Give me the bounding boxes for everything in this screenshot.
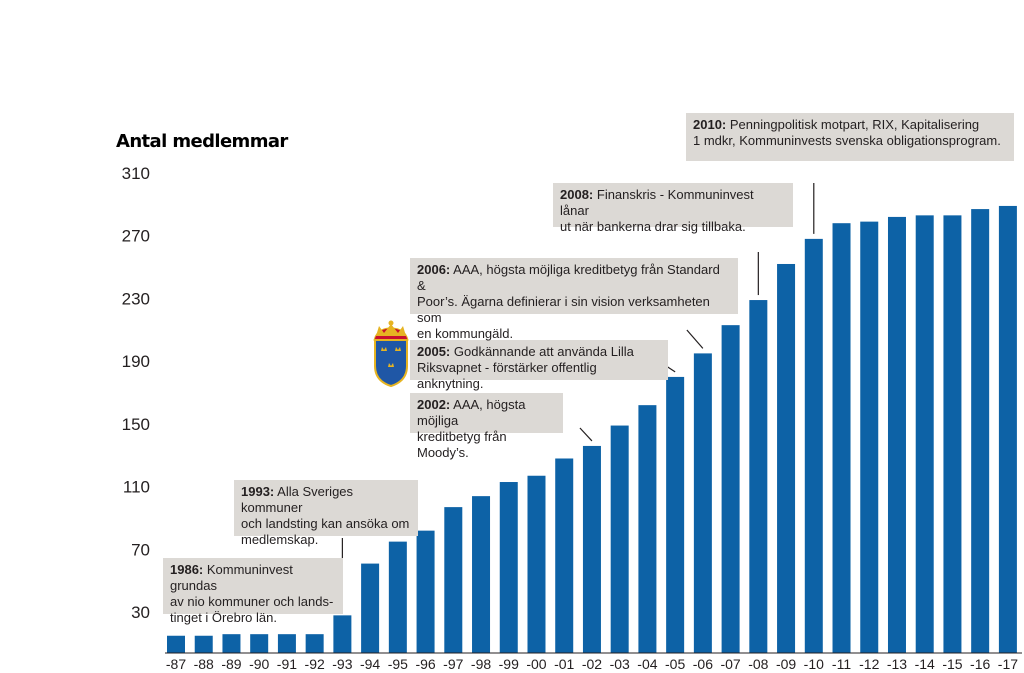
y-tick-label: 110: [123, 478, 150, 497]
x-tick-label: -94: [360, 656, 380, 672]
x-tick-label: -97: [443, 656, 463, 672]
bar: [749, 300, 768, 653]
bar: [361, 563, 380, 653]
bar: [472, 496, 491, 653]
x-tick-label: -90: [249, 656, 269, 672]
annotation-2008: 2008: Finanskris - Kommuninvest lånar ut …: [553, 183, 793, 234]
bar: [444, 507, 463, 653]
bar: [499, 482, 518, 653]
annotation-1986: 1986: Kommuninvest grundas av nio kommune…: [163, 558, 343, 625]
x-tick-label: -15: [942, 656, 962, 672]
bar: [638, 405, 657, 653]
bar: [777, 263, 796, 653]
bar: [804, 238, 823, 653]
bar: [527, 475, 546, 653]
y-tick-label: 230: [122, 289, 150, 308]
x-tick-label: -89: [221, 656, 241, 672]
x-tick-label: -96: [415, 656, 435, 672]
bar: [555, 458, 574, 653]
x-tick-label: -13: [887, 656, 907, 672]
x-tick-label: -95: [388, 656, 408, 672]
y-ticks: 30 70 110 150 190 230 270 310: [122, 164, 150, 622]
y-tick-label: 190: [122, 352, 150, 371]
leader-line: [686, 329, 704, 349]
bar: [832, 223, 851, 653]
bar: [388, 541, 407, 653]
x-tick-label: -04: [637, 656, 657, 672]
x-tick-label: -07: [720, 656, 740, 672]
annotation-1993: 1993: Alla Sveriges kommuner och landstin…: [234, 480, 418, 547]
x-tick-label: -17: [998, 656, 1018, 672]
x-tick-label: -14: [915, 656, 935, 672]
x-tick-label: -09: [776, 656, 796, 672]
bar: [943, 215, 962, 653]
bars: [167, 205, 1017, 654]
x-tick-label: -11: [832, 656, 851, 672]
x-tick-label: -05: [665, 656, 685, 672]
annotation-2010: 2010: Penningpolitisk motpart, RIX, Kapi…: [686, 113, 1014, 161]
bar: [666, 376, 685, 653]
bar: [610, 425, 629, 653]
annotation-2006: 2006: AAA, högsta möjliga kreditbetyg fr…: [410, 258, 738, 341]
bar: [305, 634, 324, 653]
leader-lines: [341, 183, 815, 611]
bar: [887, 216, 906, 653]
x-tick-label: -16: [970, 656, 990, 672]
bar: [333, 615, 352, 653]
bar: [915, 215, 934, 653]
x-tick-label: -12: [859, 656, 879, 672]
leader-line: [579, 427, 593, 442]
x-tick-label: -01: [554, 656, 574, 672]
x-tick-label: -92: [305, 656, 325, 672]
bar: [582, 445, 601, 653]
x-tick-label: -87: [166, 656, 186, 672]
bar: [194, 635, 213, 653]
bar: [693, 353, 712, 653]
x-tick-label: -98: [471, 656, 491, 672]
x-tick-label: -08: [748, 656, 768, 672]
y-axis-title: Antal medlemmar: [116, 131, 288, 152]
bar: [222, 634, 241, 653]
crest-icon: [373, 320, 409, 388]
y-tick-label: 70: [131, 540, 150, 559]
bar: [167, 635, 185, 653]
annotation-2002: 2002: AAA, högsta möjliga kreditbetyg frå…: [410, 393, 563, 460]
y-tick-label: 270: [122, 227, 150, 246]
bar: [998, 205, 1017, 654]
bar: [250, 634, 269, 653]
x-tick-label: -99: [499, 656, 519, 672]
x-tick-label: -91: [277, 656, 297, 672]
bar: [416, 530, 435, 653]
x-ticks: -87 -88 -89 -90 -91 -92 -93 -94 -95 -96 -97 -98 -99-…: [166, 656, 1018, 672]
y-tick-label: 30: [131, 603, 150, 622]
x-tick-label: -02: [582, 656, 602, 672]
x-tick-label: -88: [194, 656, 214, 672]
x-tick-label: -06: [693, 656, 713, 672]
y-tick-label: 310: [122, 164, 150, 183]
x-tick-label: -00: [526, 656, 546, 672]
x-tick-label: -10: [804, 656, 824, 672]
bar: [860, 221, 879, 654]
bar: [721, 325, 740, 653]
annotation-2005: 2005: Godkännande att använda Lilla Riksv…: [410, 340, 668, 391]
x-tick-label: -03: [610, 656, 630, 672]
x-tick-label: -93: [332, 656, 352, 672]
bar: [971, 209, 990, 653]
bar: [277, 634, 296, 653]
y-tick-label: 150: [122, 415, 150, 434]
